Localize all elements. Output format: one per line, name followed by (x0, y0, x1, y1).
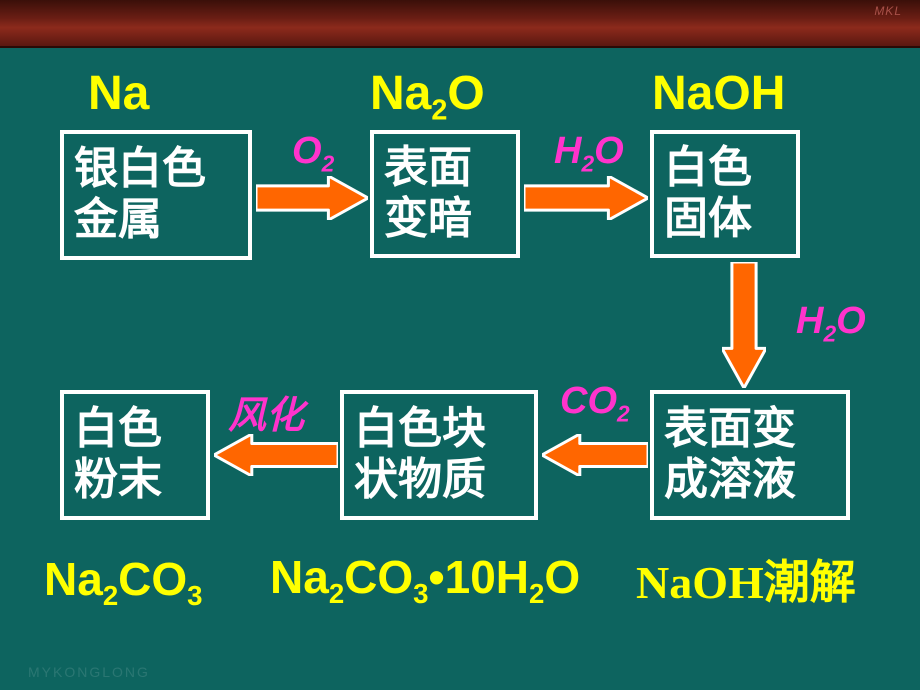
node-na2co3-10: 白色块状物质 (340, 390, 538, 520)
node-line2: 状物质 (354, 455, 524, 506)
node-line1: 表面变 (664, 404, 836, 455)
node-na2o: 表面变暗 (370, 130, 520, 258)
formula-f-na2o: Na2O (370, 66, 485, 128)
node-line2: 变暗 (384, 194, 506, 245)
node-naoh-sol: 表面变成溶液 (650, 390, 850, 520)
watermark: MYKONGLONG (28, 664, 150, 680)
node-line1: 白色块 (354, 404, 524, 455)
node-line2: 固体 (664, 194, 786, 245)
arrow-e5 (214, 434, 338, 481)
node-line2: 粉末 (74, 455, 196, 506)
arrow-e4 (542, 434, 648, 481)
arrow-e2 (524, 176, 648, 225)
edge-label-e5: 风化 (228, 384, 304, 439)
node-na2co3: 白色粉末 (60, 390, 210, 520)
node-line1: 表面 (384, 143, 506, 194)
node-na: 银白色金属 (60, 130, 252, 260)
formula-f-na2co3: Na2CO3 (44, 552, 203, 612)
node-line1: 银白色 (74, 144, 238, 195)
formula-f-na2co310: Na2CO3•10H2O (270, 550, 580, 610)
node-line2: 金属 (74, 195, 238, 246)
arrow-e1 (256, 176, 368, 225)
brand-logo: MKL (874, 4, 902, 18)
top-bar: MKL (0, 0, 920, 48)
edge-label-e4: CO2 (560, 380, 630, 428)
edge-label-e3: H2O (796, 300, 866, 348)
node-line1: 白色 (74, 404, 196, 455)
edge-label-e2: H2O (554, 130, 624, 178)
node-line2: 成溶液 (664, 455, 836, 506)
node-line1: 白色 (664, 143, 786, 194)
formula-f-naoh-ch: NaOH潮解 (636, 546, 856, 612)
formula-f-na: Na (88, 66, 149, 121)
arrow-e3 (722, 262, 766, 393)
formula-f-naoh: NaOH (652, 66, 785, 121)
edge-label-e1: O2 (292, 130, 334, 178)
node-naoh: 白色固体 (650, 130, 800, 258)
